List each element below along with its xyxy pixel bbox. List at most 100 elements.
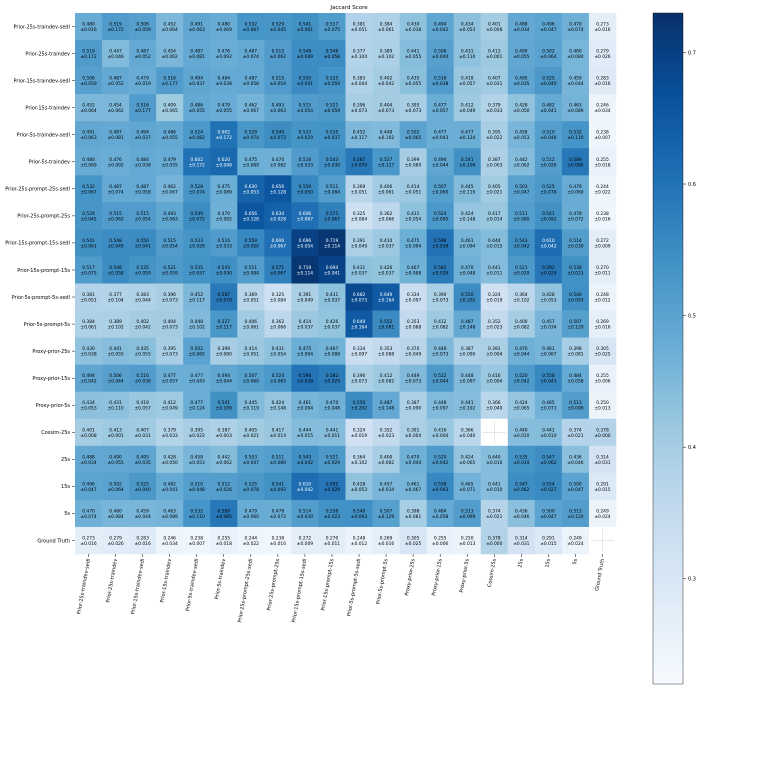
heatmap-cell <box>399 94 427 122</box>
cell-std-label: ±0.067 <box>324 216 340 222</box>
heatmap-cell <box>210 94 238 122</box>
cell-mean-label: 0.314 <box>515 535 528 541</box>
cell-std-label: ±0.172 <box>216 135 232 141</box>
cell-std-label: ±0.009 <box>297 541 313 547</box>
cell-std-label: ±0.026 <box>216 487 232 493</box>
heatmap-cell <box>210 364 238 392</box>
cell-mean-label: 0.649 <box>353 319 366 325</box>
cell-mean-label: 0.598 <box>299 373 312 379</box>
heatmap-cell <box>534 121 563 149</box>
heatmap-cell <box>129 418 157 447</box>
heatmap-cell <box>372 364 400 392</box>
cell-std-label: ±0.021 <box>243 433 259 439</box>
cell-mean-label: 0.431 <box>461 49 474 55</box>
cell-mean-label: 0.404 <box>163 319 176 325</box>
cell-mean-label: 0.399 <box>407 157 420 163</box>
heatmap-cell <box>75 445 103 474</box>
heatmap-cell <box>561 13 590 41</box>
cell-mean-label: 0.458 <box>515 130 528 136</box>
cell-std-label: ±0.037 <box>135 135 151 141</box>
heatmap-cell <box>588 229 617 257</box>
cell-mean-label: 0.398 <box>569 346 582 352</box>
heatmap-cell <box>345 40 373 68</box>
heatmap-cell <box>372 337 400 365</box>
cell-std-label: ±0.047 <box>80 487 96 493</box>
heatmap-cell <box>561 418 590 447</box>
heatmap-cell <box>291 175 319 203</box>
cell-mean-label: 0.440 <box>488 454 501 460</box>
cell-mean-label: 0.620 <box>217 157 230 163</box>
cell-mean-label: 0.395 <box>163 346 176 352</box>
cell-std-label: ±0.088 <box>405 270 421 276</box>
cell-mean-label: 0.352 <box>488 319 501 325</box>
cell-mean-label: 0.424 <box>461 211 474 217</box>
cell-mean-label: 0.533 <box>299 130 312 136</box>
cell-mean-label: 0.431 <box>407 211 420 217</box>
heatmap-cell <box>345 175 373 203</box>
heatmap-cell <box>345 121 373 149</box>
cell-mean-label: 0.513 <box>569 508 582 514</box>
heatmap-cell <box>291 364 319 392</box>
heatmap-cell <box>534 67 563 95</box>
heatmap-cell <box>453 13 482 41</box>
cell-std-label: ±0.010 <box>486 487 502 493</box>
cell-std-label: ±0.052 <box>107 81 123 87</box>
cell-mean-label: 0.507 <box>434 184 447 190</box>
cell-mean-label: 0.416 <box>434 427 447 433</box>
heatmap-cell <box>507 202 536 230</box>
cell-mean-label: 0.273 <box>596 22 609 28</box>
cell-std-label: ±0.044 <box>432 54 448 60</box>
cell-std-label: ±0.038 <box>432 81 448 87</box>
cell-std-label: ±0.023 <box>486 325 502 331</box>
cell-std-label: ±0.074 <box>80 514 96 520</box>
heatmap-cell <box>372 499 400 528</box>
heatmap-cell <box>561 67 590 95</box>
heatmap-cell <box>156 445 184 474</box>
cell-mean-label: 0.441 <box>407 49 420 55</box>
cell-std-label: ±0.055 <box>107 460 123 466</box>
cell-mean-label: 0.383 <box>136 292 149 298</box>
heatmap-cell <box>453 337 482 365</box>
heatmap-cell <box>534 283 563 311</box>
heatmap-cell <box>399 175 427 203</box>
cell-mean-label: 0.682 <box>353 292 366 298</box>
cell-std-label: ±0.124 <box>189 406 205 412</box>
cell-std-label: ±0.062 <box>540 460 556 466</box>
cell-mean-label: 0.502 <box>190 346 203 352</box>
cell-mean-label: 0.522 <box>434 373 447 379</box>
cell-std-label: ±0.073 <box>351 379 367 385</box>
cell-mean-label: 0.238 <box>596 130 609 136</box>
cell-mean-label: 0.255 <box>217 535 230 541</box>
heatmap-cell <box>291 337 319 365</box>
heatmap-cell <box>264 499 292 528</box>
heatmap-cell <box>156 418 184 447</box>
cell-std-label: ±0.070 <box>216 298 232 304</box>
cell-std-label: ±0.031 <box>486 81 502 87</box>
heatmap-cell <box>156 283 184 311</box>
heatmap-cell <box>291 40 319 68</box>
cell-mean-label: 0.412 <box>461 103 474 109</box>
cell-std-label: ±0.075 <box>80 270 96 276</box>
cell-mean-label: 0.516 <box>217 238 230 244</box>
cell-mean-label: 0.448 <box>461 373 474 379</box>
heatmap-cell <box>453 526 482 555</box>
row-label: 5s <box>64 511 70 517</box>
cell-std-label: ±0.044 <box>107 379 123 385</box>
cell-mean-label: 0.273 <box>82 535 95 541</box>
heatmap-cell <box>426 499 454 528</box>
cell-mean-label: 0.428 <box>542 292 555 298</box>
cell-std-label: ±0.128 <box>270 189 286 195</box>
cell-mean-label: 0.494 <box>217 373 230 379</box>
cell-std-label: ±0.078 <box>243 487 259 493</box>
cell-mean-label: 0.414 <box>245 346 258 352</box>
heatmap-cell <box>237 175 265 203</box>
column-label: Prior-15s-traindev <box>159 558 173 603</box>
cell-std-label: ±0.035 <box>135 460 151 466</box>
cell-std-label: ±0.058 <box>567 379 583 385</box>
cell-mean-label: 0.494 <box>82 373 95 379</box>
heatmap-cell <box>156 526 184 555</box>
cell-std-label: ±0.148 <box>459 216 475 222</box>
cell-std-label: ±0.040 <box>135 487 151 493</box>
heatmap-cell <box>183 40 211 68</box>
cell-mean-label: 0.418 <box>136 400 149 406</box>
